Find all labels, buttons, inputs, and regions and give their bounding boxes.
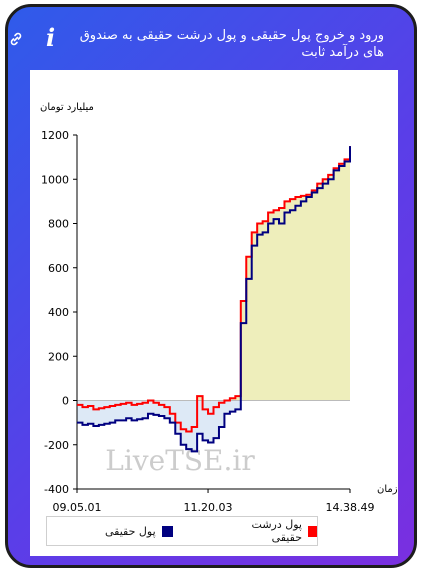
watermark: LiveTSE.ir: [105, 444, 255, 477]
y-tick-label: -400: [44, 483, 69, 496]
y-tick-label: -200: [44, 439, 69, 452]
y-tick-label: 400: [48, 306, 69, 319]
x-tick-label: 09.05.01: [53, 501, 102, 514]
area-positive: [77, 146, 350, 401]
y-tick-label: 600: [48, 262, 69, 275]
series-line-real: [77, 146, 351, 453]
y-axis-label: میلیارد تومان: [40, 102, 94, 113]
link-icon[interactable]: [8, 31, 24, 47]
legend: پول حقیقی پول درشت حقیقی: [46, 516, 318, 546]
y-tick-label: 0: [62, 395, 69, 408]
legend-item-real[interactable]: پول حقیقی: [105, 524, 173, 538]
legend-item-big[interactable]: پول درشت حقیقی: [233, 518, 317, 544]
y-tick-label: 1200: [41, 129, 69, 142]
legend-swatch-real: [161, 525, 173, 537]
x-axis-label: زمان: [377, 484, 398, 495]
y-tick-label: 200: [48, 350, 69, 363]
chart-title: ورود و خروج پول حقیقی و پول درشت حقیقی ب…: [79, 28, 384, 60]
series-line-big: [77, 146, 351, 433]
legend-swatch-big: [308, 525, 317, 537]
y-tick-label: 1000: [41, 173, 69, 186]
area-negative: [77, 400, 350, 452]
legend-label-big: پول درشت حقیقی: [251, 518, 302, 544]
y-tick-label: 800: [48, 218, 69, 231]
info-icon[interactable]: i: [46, 23, 56, 52]
card-header: i ورود و خروج پول حقیقی و پول درشت حقیقی…: [8, 7, 414, 77]
x-tick-label: 14.38.49: [326, 501, 375, 514]
legend-label-real: پول حقیقی: [105, 524, 156, 538]
x-tick-label: 11.20.03: [184, 501, 233, 514]
